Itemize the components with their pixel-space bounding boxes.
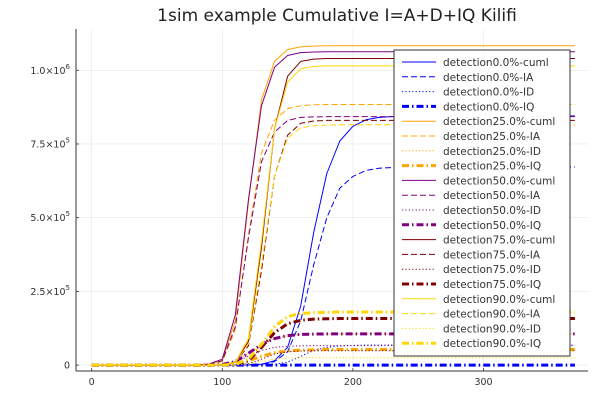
legend-label: detection90.0%-IQ xyxy=(443,338,541,350)
legend-box xyxy=(393,49,571,357)
legend: detection0.0%-cuml detection0.0%-IA detect… xyxy=(393,49,571,357)
legend-label: detection90.0%-IA xyxy=(443,309,541,321)
legend-label: detection0.0%-IQ xyxy=(443,101,534,113)
axes: 0 100 200 300 0 2.5×105 5.0×105 7.5×105 1.0×106 xyxy=(30,29,588,388)
legend-label: detection0.0%-cuml xyxy=(443,57,549,69)
legend-label: detection50.0%-ID xyxy=(443,205,541,217)
chart-title: 1sim example Cumulative I=A+D+IQ Kilifi xyxy=(157,6,517,26)
legend-label: detection25.0%-IA xyxy=(443,131,541,143)
legend-label: detection25.0%-cuml xyxy=(443,116,555,128)
y-tick-label: 1.0×106 xyxy=(30,63,70,77)
legend-label: detection75.0%-ID xyxy=(443,264,541,276)
y-tick-label: 2.5×105 xyxy=(30,284,70,298)
x-tick-label: 200 xyxy=(344,377,362,388)
series-line-detection90-0-id xyxy=(91,357,575,366)
legend-label: detection0.0%-ID xyxy=(443,87,534,99)
x-tick-label: 300 xyxy=(474,377,492,388)
y-tick-label: 0 xyxy=(64,361,70,372)
legend-label: detection25.0%-IQ xyxy=(443,161,541,173)
x-tick-label: 0 xyxy=(89,377,95,388)
series-line-detection75-0-iq xyxy=(91,317,575,367)
legend-label: detection75.0%-cuml xyxy=(443,235,555,247)
legend-label: detection50.0%-IA xyxy=(443,190,541,202)
legend-label: detection90.0%-cuml xyxy=(443,294,555,306)
y-tick-label: 5.0×105 xyxy=(30,210,70,224)
legend-label: detection90.0%-ID xyxy=(443,323,541,335)
legend-label: detection25.0%-ID xyxy=(443,146,541,158)
legend-label: detection50.0%-IQ xyxy=(443,220,541,232)
legend-label: detection0.0%-IA xyxy=(443,72,534,84)
legend-label: detection50.0%-cuml xyxy=(443,175,555,187)
y-tick-label: 7.5×105 xyxy=(30,136,70,150)
legend-label: detection75.0%-IQ xyxy=(443,279,541,291)
series-line-detection25-0-iq xyxy=(91,348,575,367)
x-tick-label: 100 xyxy=(213,377,231,388)
legend-label: detection75.0%-IA xyxy=(443,249,541,261)
